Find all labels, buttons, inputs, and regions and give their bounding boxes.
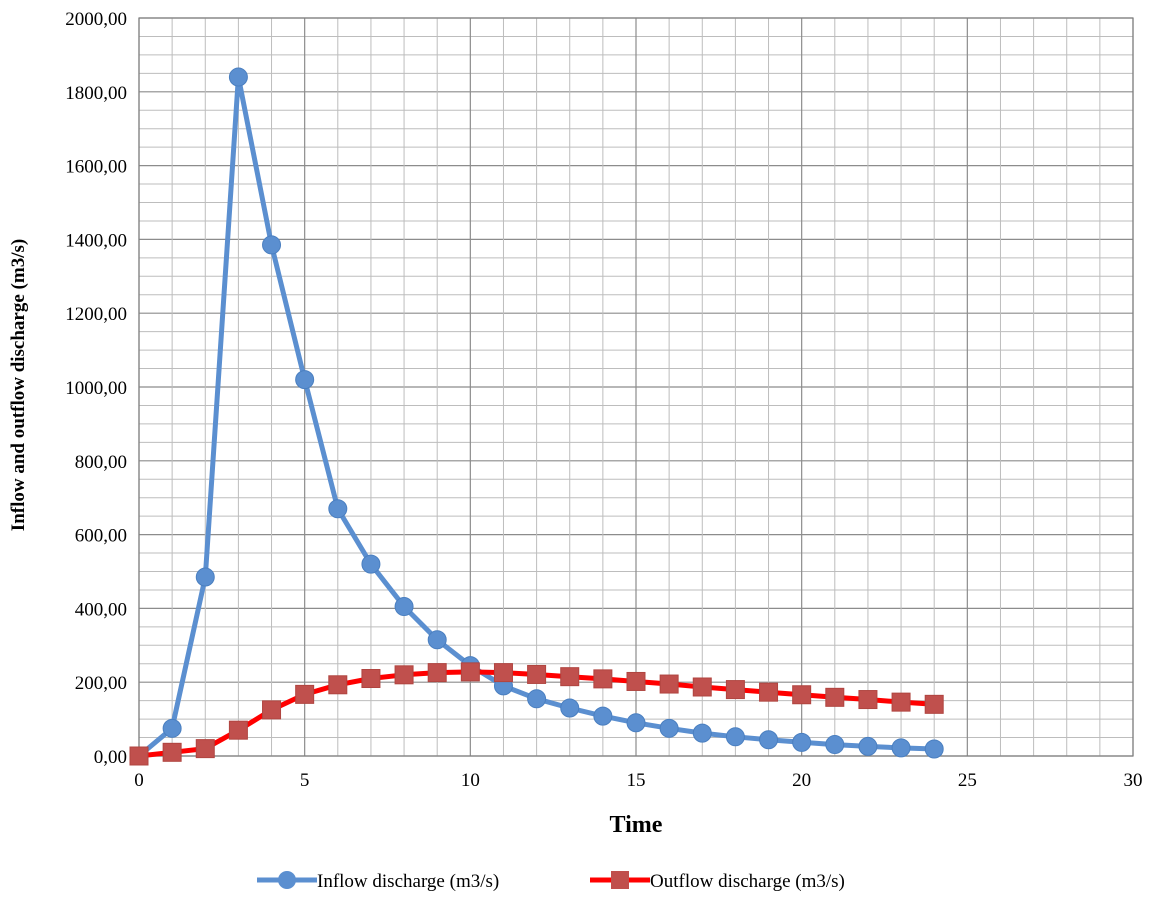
data-point (924, 739, 944, 759)
legend-marker (611, 871, 629, 889)
y-axis-title: Inflow and outflow discharge (m3/s) (8, 239, 29, 531)
legend-item-inflow: Inflow discharge (m3/s) (257, 871, 499, 892)
y-tick-labels: 0,00 200,00 400,00 600,00 800,00 1000,00 1200,… (65, 9, 127, 768)
data-point (262, 235, 282, 255)
legend-marker (278, 871, 296, 889)
plot-border (138, 17, 1134, 757)
x-tick-label: 20 (792, 770, 811, 791)
data-point (560, 667, 580, 687)
data-point (328, 499, 348, 519)
data-point (659, 718, 679, 738)
y-tick-label: 200,00 (75, 673, 127, 694)
data-point (328, 675, 348, 695)
y-tick-label: 600,00 (75, 526, 127, 547)
data-point (759, 730, 779, 750)
data-point (891, 738, 911, 758)
x-tick-label: 5 (300, 770, 310, 791)
data-point (792, 685, 812, 705)
data-point (692, 677, 712, 697)
x-tick-labels: 0 5 10 15 20 25 30 (134, 770, 1142, 791)
legend-label: Outflow discharge (m3/s) (650, 871, 845, 892)
data-point (295, 684, 315, 704)
y-tick-label: 1600,00 (65, 157, 127, 178)
data-point (692, 723, 712, 743)
data-point (792, 732, 812, 752)
data-point (825, 687, 845, 707)
data-point (394, 665, 414, 685)
data-point (228, 720, 248, 740)
data-point (262, 700, 282, 720)
data-point (626, 671, 646, 691)
data-point (626, 713, 646, 733)
data-point (195, 739, 215, 759)
data-point (162, 718, 182, 738)
legend: Inflow discharge (m3/s) Outflow discharge… (257, 871, 845, 892)
legend-item-outflow: Outflow discharge (m3/s) (590, 871, 845, 892)
legend-label: Inflow discharge (m3/s) (317, 871, 499, 892)
x-tick-label: 10 (461, 770, 480, 791)
data-point (527, 664, 547, 684)
data-point (493, 663, 513, 683)
y-tick-label: 400,00 (75, 599, 127, 620)
y-tick-label: 1800,00 (65, 83, 127, 104)
y-tick-label: 1200,00 (65, 304, 127, 325)
grid (138, 17, 1134, 757)
data-point (162, 742, 182, 762)
data-point (924, 694, 944, 714)
data-point (460, 662, 480, 682)
data-point (427, 663, 447, 683)
data-point (295, 370, 315, 390)
data-point (858, 736, 878, 756)
data-point (228, 67, 248, 87)
data-point (527, 689, 547, 709)
data-point (659, 674, 679, 694)
data-point (361, 554, 381, 574)
y-tick-label: 0,00 (94, 747, 127, 768)
data-point (759, 682, 779, 702)
data-point (427, 630, 447, 650)
x-tick-label: 25 (958, 770, 977, 791)
series-outflow (129, 662, 944, 766)
data-point (858, 690, 878, 710)
data-point (891, 692, 911, 712)
data-point (394, 597, 414, 617)
y-tick-label: 800,00 (75, 452, 127, 473)
data-point (825, 735, 845, 755)
x-tick-label: 15 (627, 770, 646, 791)
data-point (593, 669, 613, 689)
y-tick-label: 2000,00 (65, 9, 127, 30)
x-tick-label: 30 (1124, 770, 1143, 791)
series-layer (129, 67, 944, 766)
data-point (361, 669, 381, 689)
y-tick-label: 1000,00 (65, 378, 127, 399)
x-axis-title: Time (610, 812, 663, 838)
data-point (725, 680, 745, 700)
x-tick-label: 0 (134, 770, 144, 791)
y-tick-label: 1400,00 (65, 230, 127, 251)
data-point (725, 727, 745, 747)
data-point (129, 746, 149, 766)
data-point (593, 706, 613, 726)
data-point (195, 567, 215, 587)
data-point (560, 698, 580, 718)
